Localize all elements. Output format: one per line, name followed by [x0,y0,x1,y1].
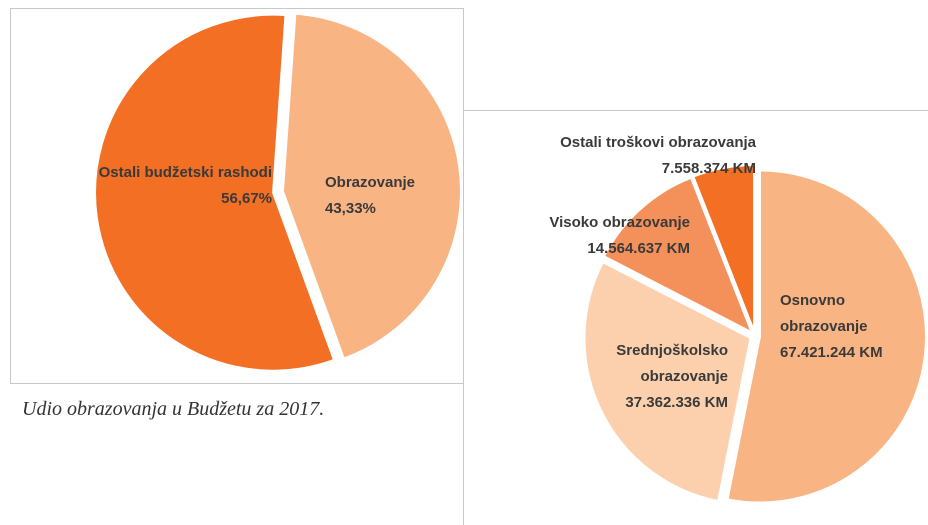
slice-value: 14.564.637 KM [587,240,690,257]
pie-slice [94,13,336,372]
slice-value: 56,67% [221,190,272,207]
slice-value: 37.362.336 KM [625,394,728,411]
pie-slice [726,169,927,504]
pie-slice [583,260,752,503]
slice-value: 7.558.374 KM [661,160,756,177]
slice-label: Srednjoškolsko obrazovanje [616,342,728,385]
slice-value: 43,33% [325,200,376,217]
pie-slice [281,12,462,360]
slice-value: 67.421.244 KM [780,344,883,361]
slice-label: Ostali budžetski rashodi [98,164,272,181]
slice-label: Ostali troškovi obrazovanja [560,134,756,151]
slice-label: Osnovno obrazovanje [780,292,868,335]
slice-label: Visoko obrazovanje [549,214,690,231]
caption: Udio obrazovanja u Budžetu za 2017. [22,398,325,420]
pie-slice [692,164,756,332]
pie-slice [602,176,754,335]
slice-label: Obrazovanje [325,174,416,191]
